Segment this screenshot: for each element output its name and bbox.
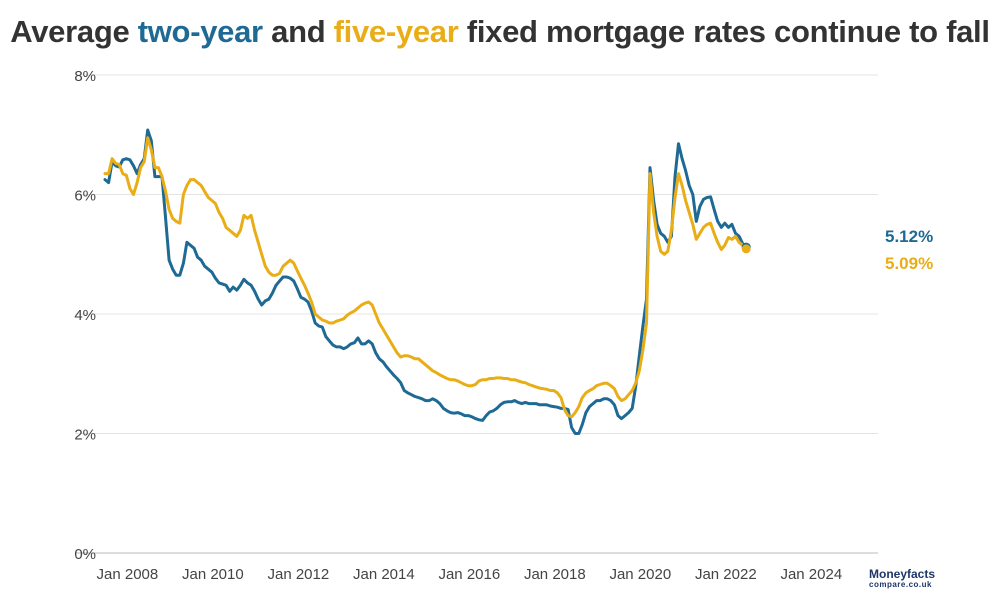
y-tick-label: 8% [74, 68, 96, 85]
x-tick-label: Jan 2016 [438, 566, 500, 583]
y-tick-label: 6% [74, 188, 96, 205]
end-marker-five-year [741, 244, 751, 254]
title-prefix: Average [10, 14, 138, 49]
title-suffix: fixed mortgage rates continue to fall [458, 14, 990, 49]
x-tick-label: Jan 2012 [267, 566, 329, 583]
chart-title: Average two-year and five-year fixed mor… [0, 14, 1000, 50]
x-tick-label: Jan 2022 [695, 566, 757, 583]
title-two-year: two-year [137, 14, 263, 49]
y-tick-label: 2% [74, 427, 96, 444]
x-tick-label: Jan 2018 [524, 566, 586, 583]
end-labels: 5.12% 5.09% [741, 227, 933, 273]
title-five-year: five-year [333, 14, 459, 49]
logo-line2: compare.co.uk [869, 580, 932, 589]
series-line-five-year [103, 136, 748, 419]
end-label-five-year: 5.09% [885, 254, 933, 273]
x-tick-label: Jan 2020 [609, 566, 671, 583]
x-axis-ticks: Jan 2008 Jan 2010 Jan 2012 Jan 2014 Jan 2016… [97, 566, 843, 583]
series-lines [103, 128, 748, 435]
moneyfacts-logo: Moneyfacts compare.co.uk [869, 568, 953, 589]
y-tick-label: 4% [74, 307, 96, 324]
x-tick-label: Jan 2008 [97, 566, 159, 583]
x-tick-label: Jan 2010 [182, 566, 244, 583]
y-axis-ticks: 0% 2% 4% 6% 8% [74, 68, 96, 563]
x-tick-label: Jan 2024 [780, 566, 842, 583]
title-middle: and [262, 14, 334, 49]
gridlines [75, 74, 878, 554]
x-tick-label: Jan 2014 [353, 566, 415, 583]
logo-line1: Moneyfacts [869, 567, 936, 581]
end-label-two-year: 5.12% [885, 227, 933, 246]
series-line-two-year [103, 128, 748, 435]
y-tick-label: 0% [74, 546, 96, 563]
